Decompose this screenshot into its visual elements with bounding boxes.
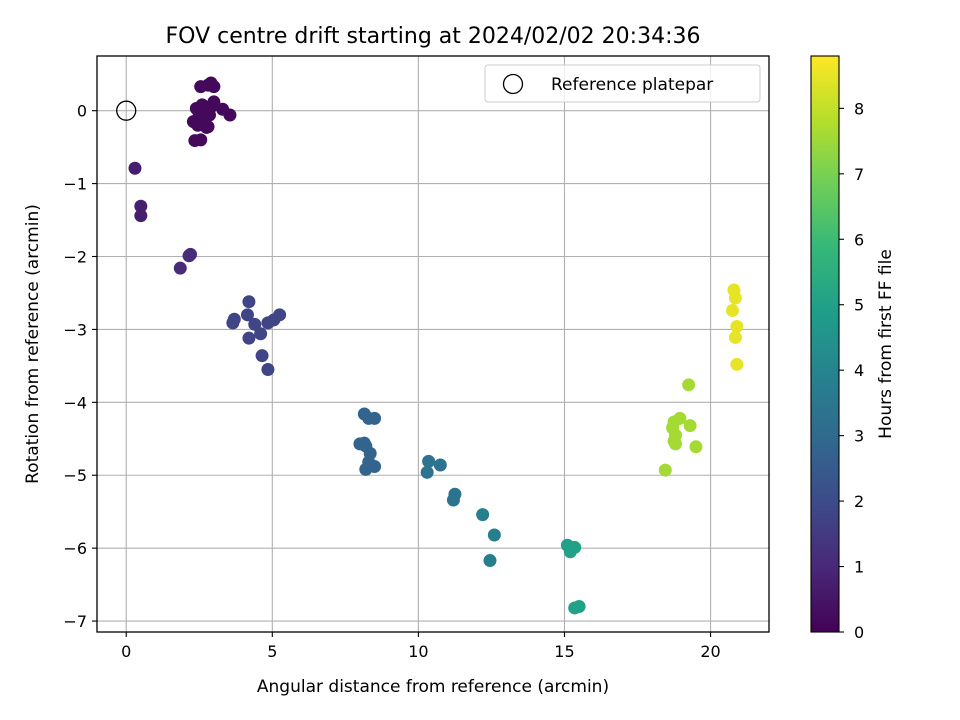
data-point — [368, 411, 382, 425]
data-point — [273, 308, 287, 322]
data-point — [487, 528, 501, 542]
data-point — [422, 454, 436, 468]
x-tick-label: 15 — [554, 642, 574, 661]
data-point — [204, 76, 218, 90]
x-tick-label: 5 — [267, 642, 277, 661]
data-point — [194, 133, 208, 147]
data-point — [255, 349, 269, 363]
data-point — [240, 308, 254, 322]
colorbar-ticks: 0 1 2 3 4 5 6 7 8 — [839, 99, 864, 642]
legend-label: Reference platepar — [551, 75, 713, 95]
data-point — [254, 327, 268, 341]
data-point — [483, 554, 497, 568]
x-axis-ticks: 0 5 10 15 20 — [121, 632, 721, 661]
data-point — [725, 303, 739, 317]
y-tick-label: −3 — [63, 320, 87, 339]
data-point — [261, 363, 275, 377]
data-point — [728, 291, 742, 305]
y-tick-label: −6 — [63, 539, 87, 558]
data-point — [683, 419, 697, 433]
data-point — [420, 465, 434, 479]
x-tick-label: 0 — [121, 642, 131, 661]
data-point — [182, 249, 196, 263]
y-tick-label: −5 — [63, 466, 87, 485]
data-point — [476, 508, 490, 522]
data-point — [730, 357, 744, 371]
x-tick-label: 10 — [408, 642, 428, 661]
y-axis-ticks: 0 −1 −2 −3 −4 −5 −6 −7 — [63, 102, 97, 631]
data-point — [728, 330, 742, 344]
legend: Reference platepar — [484, 64, 761, 103]
data-point — [226, 316, 240, 330]
y-tick-label: −2 — [63, 248, 87, 267]
plot-frame — [96, 55, 770, 633]
data-point — [669, 437, 683, 451]
y-tick-label: −1 — [63, 175, 87, 194]
data-points — [116, 76, 744, 615]
data-point — [658, 463, 672, 477]
colorbar-tick-label: 6 — [854, 230, 864, 249]
colorbar-tick-label: 1 — [854, 558, 864, 577]
data-point — [242, 331, 256, 345]
chart-title: FOV centre drift starting at 2024/02/02 … — [166, 24, 701, 49]
y-tick-label: −7 — [63, 612, 87, 631]
data-point — [359, 462, 373, 476]
data-point — [563, 545, 577, 559]
data-point — [689, 440, 703, 454]
data-point — [134, 209, 148, 223]
legend-box — [484, 64, 761, 103]
data-point — [207, 95, 221, 109]
data-point — [730, 320, 744, 334]
data-point — [568, 601, 582, 615]
data-point — [200, 120, 214, 134]
colorbar-tick-label: 7 — [854, 165, 864, 184]
colorbar: 0 1 2 3 4 5 6 7 8 Hours from first FF file — [810, 55, 896, 642]
colorbar-tick-label: 2 — [854, 492, 864, 511]
data-point — [134, 199, 148, 213]
data-point — [128, 161, 142, 175]
data-point — [194, 80, 208, 94]
data-point — [223, 108, 237, 122]
data-point — [446, 493, 460, 507]
colorbar-bar — [810, 55, 840, 633]
data-point — [248, 317, 262, 331]
y-tick-label: −4 — [63, 393, 87, 412]
colorbar-tick-label: 4 — [854, 361, 864, 380]
x-axis-label: Angular distance from reference (arcmin) — [257, 677, 609, 697]
y-axis-label: Rotation from reference (arcmin) — [23, 204, 43, 484]
colorbar-tick-label: 0 — [854, 623, 864, 642]
x-tick-label: 20 — [700, 642, 720, 661]
data-point — [173, 261, 187, 275]
colorbar-label: Hours from first FF file — [876, 249, 896, 439]
reference-platepar-marker — [116, 100, 137, 121]
legend-marker — [502, 73, 524, 95]
data-point — [673, 411, 687, 425]
colorbar-tick-label: 8 — [854, 99, 864, 118]
colorbar-tick-label: 5 — [854, 296, 864, 315]
colorbar-tick-label: 3 — [854, 427, 864, 446]
y-tick-label: 0 — [77, 102, 87, 121]
data-point — [242, 295, 256, 309]
data-point — [433, 458, 447, 472]
data-point — [682, 378, 696, 392]
